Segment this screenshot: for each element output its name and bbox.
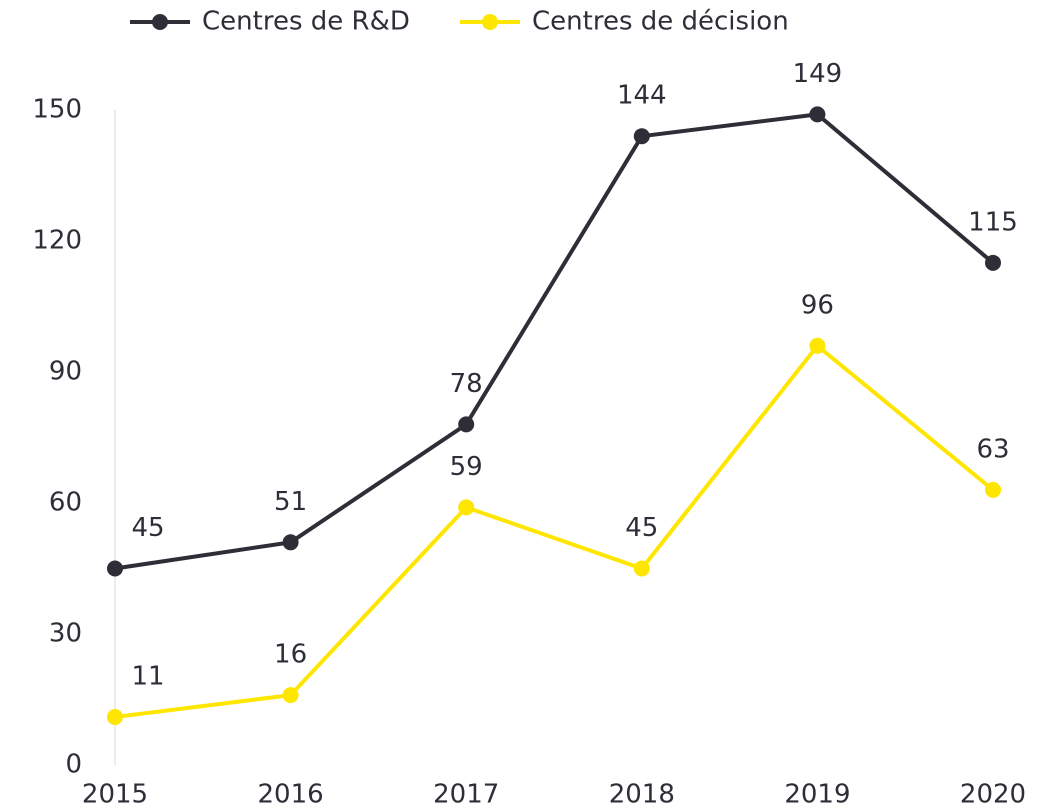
data-point: [985, 254, 1001, 271]
data-point: [458, 416, 475, 433]
data-point: [282, 687, 299, 704]
data-point: [985, 481, 1001, 498]
data-label: 51: [274, 487, 307, 517]
x-tick-label: 2017: [433, 780, 499, 810]
series-line: [114, 112, 995, 571]
x-tick-label: 2016: [258, 780, 324, 810]
data-point: [809, 337, 826, 354]
y-tick-label: 0: [65, 750, 82, 780]
data-label: 59: [450, 452, 483, 482]
data-label: 115: [968, 207, 1018, 237]
data-point: [633, 128, 650, 145]
y-tick-label: 150: [32, 95, 82, 125]
data-point: [633, 560, 650, 577]
legend-marker: [152, 14, 168, 30]
data-label: 96: [801, 290, 834, 320]
y-tick-label: 60: [49, 488, 82, 518]
data-label: 63: [976, 434, 1009, 464]
x-tick-label: 2015: [82, 780, 148, 810]
legend-label: Centres de décision: [532, 7, 789, 37]
data-point: [809, 106, 826, 123]
data-label: 11: [131, 661, 164, 691]
legend-marker: [482, 14, 498, 30]
x-tick-label: 2019: [784, 780, 850, 810]
legend-label: Centres de R&D: [202, 7, 410, 37]
data-point: [282, 534, 299, 551]
data-point: [107, 560, 123, 577]
y-tick-label: 90: [49, 357, 82, 387]
x-tick-label: 2018: [609, 780, 675, 810]
y-tick-label: 120: [32, 226, 82, 256]
data-label: 16: [274, 640, 307, 670]
y-tick-label: 30: [49, 619, 82, 649]
data-label: 149: [793, 59, 843, 89]
data-label: 78: [450, 369, 483, 399]
data-label: 144: [617, 81, 667, 111]
data-label: 45: [131, 513, 164, 543]
data-point: [458, 499, 475, 516]
data-point: [107, 708, 123, 725]
data-label: 45: [625, 513, 658, 543]
series-line: [114, 342, 995, 719]
x-tick-label: 2020: [960, 780, 1026, 810]
